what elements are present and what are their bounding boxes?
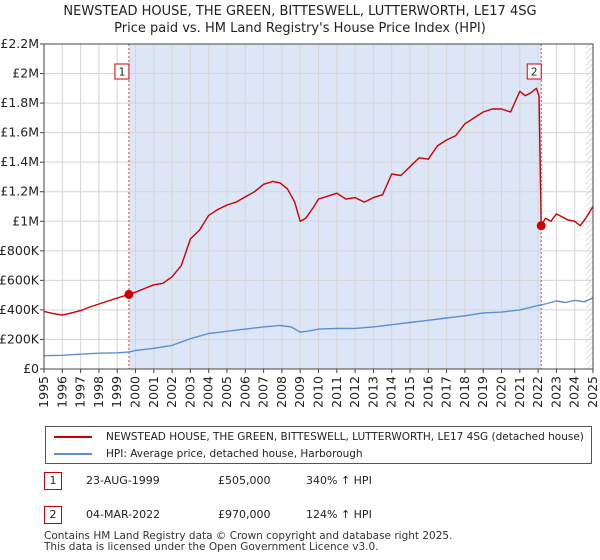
y-tick-label: £2.2M (0, 36, 39, 51)
x-tick-label: 2020 (494, 376, 509, 408)
sale-points (124, 221, 546, 299)
x-tick-label: 2018 (457, 376, 472, 408)
x-tick-label: 2004 (201, 376, 216, 408)
x-tick-label: 1998 (91, 376, 106, 408)
legend-label-hpi: HPI: Average price, detached house, Harb… (106, 448, 363, 460)
x-tick-label: 1995 (36, 376, 51, 408)
y-tick-label: £2M (12, 66, 39, 81)
price-chart: NEWSTEAD HOUSE, THE GREEN, BITTESWELL, L… (0, 4, 600, 408)
x-tick-label: 2003 (182, 376, 197, 408)
y-tick-label: £1M (12, 213, 39, 228)
hpi-line (44, 297, 593, 357)
y-tick-label: £800K (0, 243, 40, 258)
sale-point-2 (536, 221, 546, 231)
legend: NEWSTEAD HOUSE, THE GREEN, BITTESWELL, L… (45, 426, 592, 464)
x-tick-label: 2001 (146, 376, 161, 408)
chart-title: NEWSTEAD HOUSE, THE GREEN, BITTESWELL, L… (63, 4, 536, 19)
y-tick-label: £1.4M (0, 154, 39, 169)
x-tick-label: 2025 (585, 376, 600, 408)
y-tick-label: £1.2M (0, 184, 39, 199)
event-badge-label-2: 2 (531, 67, 538, 79)
x-tick-label: 2012 (347, 376, 362, 408)
x-tick-label: 1999 (109, 376, 124, 408)
x-tick-label: 2013 (365, 376, 380, 408)
sale-hpi-change-1: 340% ↑ HPI (306, 474, 372, 487)
x-tick-label: 2008 (274, 376, 289, 408)
event-badge-2 (526, 63, 542, 80)
x-tick-label: 2023 (548, 376, 563, 408)
sale-row-1: 1 23-AUG-1999 £505,000 340% ↑ HPI (44, 472, 584, 492)
event-badge-label-1: 1 (119, 67, 126, 79)
event-badge-1 (114, 63, 130, 80)
y-tick-label: £1.6M (0, 125, 39, 140)
x-tick-label: 2015 (402, 376, 417, 408)
x-tick-label: 2010 (311, 376, 326, 408)
x-tick-label: 1996 (54, 376, 69, 408)
x-tick-label: 2006 (237, 376, 252, 408)
sale-point-1 (124, 289, 134, 299)
y-tick-label: £200K (0, 331, 40, 346)
sale-badge-2: 2 (44, 506, 62, 524)
x-tick-label: 2024 (567, 376, 582, 408)
sale-date-1: 23-AUG-1999 (86, 474, 160, 487)
legend-item-hpi: HPI: Average price, detached house, Harb… (54, 446, 363, 462)
sale-badge-1: 1 (44, 472, 62, 490)
sale-hpi-change-2: 124% ↑ HPI (306, 508, 372, 521)
projection-hatch (585, 44, 593, 369)
sale-row-2: 2 04-MAR-2022 £970,000 124% ↑ HPI (44, 506, 584, 526)
x-tick-label: 2016 (420, 376, 435, 408)
x-tick-label: 2002 (164, 376, 179, 408)
x-tick-label: 2011 (329, 376, 344, 408)
x-tick-label: 2009 (292, 376, 307, 408)
attribution: Contains HM Land Registry data © Crown c… (44, 531, 452, 553)
x-tick-label: 2005 (219, 376, 234, 408)
attribution-line-2: This data is licensed under the Open Gov… (44, 541, 379, 553)
x-axis: 1995 1996 1997 1998 1999 2000 2001 2002 2003 2004… (36, 369, 600, 408)
y-axis: £0 £200K £400K £600K £800K £1M £1.2M £1.4M £1.6M… (0, 36, 44, 376)
sale-price-1: £505,000 (218, 474, 271, 487)
x-tick-label: 2017 (439, 376, 454, 408)
series-layer (44, 87, 593, 357)
sale-date-2: 04-MAR-2022 (86, 508, 161, 521)
plot-frame (43, 43, 594, 370)
legend-item-property: NEWSTEAD HOUSE, THE GREEN, BITTESWELL, L… (54, 429, 584, 445)
property-price-line (44, 87, 593, 316)
x-tick-label: 2021 (512, 376, 527, 408)
legend-swatch-property (54, 436, 92, 438)
y-tick-label: £1.8M (0, 95, 39, 110)
chart-subtitle: Price paid vs. HM Land Registry's House … (114, 21, 486, 36)
y-tick-label: £0 (23, 361, 39, 376)
legend-swatch-hpi (54, 453, 92, 455)
x-tick-label: 1997 (73, 376, 88, 408)
y-tick-label: £600K (0, 272, 40, 287)
x-tick-label: 2000 (128, 376, 143, 408)
x-tick-label: 2019 (475, 376, 490, 408)
x-tick-label: 2014 (384, 376, 399, 408)
x-tick-label: 2007 (256, 376, 271, 408)
legend-label-property: NEWSTEAD HOUSE, THE GREEN, BITTESWELL, L… (106, 431, 584, 443)
sale-price-2: £970,000 (218, 508, 271, 521)
x-tick-label: 2022 (530, 376, 545, 408)
attribution-line-1: Contains HM Land Registry data © Crown c… (44, 530, 453, 542)
y-tick-label: £400K (0, 302, 40, 317)
